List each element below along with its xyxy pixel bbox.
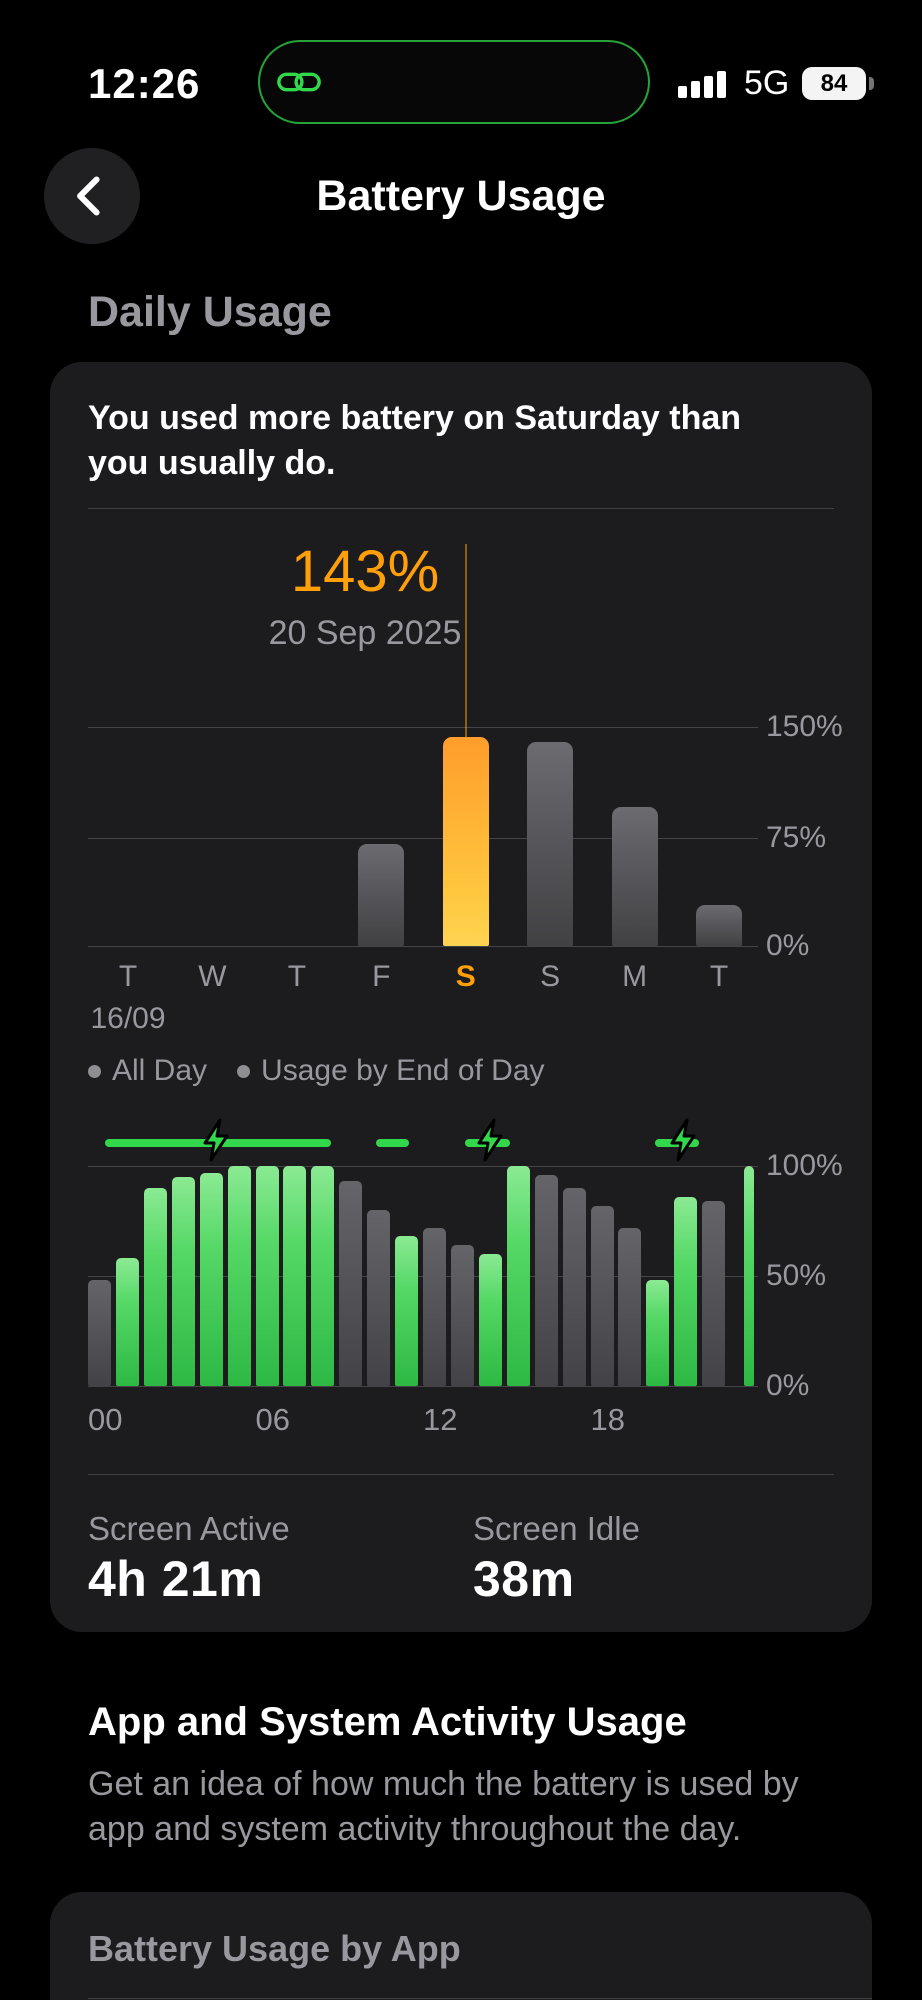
legend-dot-icon bbox=[88, 1064, 101, 1078]
level-chart-plot bbox=[88, 1118, 758, 1386]
divider bbox=[88, 1998, 872, 1999]
daily-bar[interactable] bbox=[527, 742, 574, 946]
battery-level-bar[interactable] bbox=[702, 1201, 726, 1386]
gridline bbox=[88, 1386, 758, 1387]
network-type-label: 5G bbox=[744, 64, 790, 102]
axis-label-day: T bbox=[709, 960, 729, 993]
gridline bbox=[88, 1276, 758, 1277]
activity-usage-heading: App and System Activity Usage bbox=[88, 1700, 687, 1744]
screen-idle-label: Screen Idle bbox=[473, 1510, 640, 1547]
link-icon bbox=[276, 59, 322, 105]
charging-period-segment bbox=[375, 1139, 410, 1147]
back-button[interactable] bbox=[44, 148, 140, 244]
lightning-bolt-icon bbox=[473, 1118, 507, 1162]
gridline bbox=[88, 1166, 758, 1167]
chevron-left-icon bbox=[77, 176, 100, 216]
axis-label-day: S bbox=[455, 960, 476, 993]
screen-idle-value: 38m bbox=[473, 1551, 575, 1607]
axis-label-hour: 18 bbox=[590, 1402, 626, 1437]
axis-label-day: T bbox=[118, 960, 138, 993]
screen-active-value: 4h 21m bbox=[88, 1551, 264, 1607]
daily-bar-selected[interactable] bbox=[442, 737, 489, 946]
legend-label: All Day bbox=[112, 1054, 208, 1087]
battery-level-bar[interactable] bbox=[506, 1166, 530, 1386]
y-axis-tick: 50% bbox=[766, 1259, 827, 1292]
axis-label-hour: 06 bbox=[255, 1402, 290, 1437]
divider bbox=[88, 508, 834, 509]
legend-item: Usage by End of Day bbox=[237, 1054, 545, 1088]
y-axis-tick: 0% bbox=[766, 1369, 810, 1402]
daily-usage-heading: Daily Usage bbox=[88, 288, 332, 336]
lightning-bolt-icon bbox=[199, 1118, 233, 1162]
selected-day-value: 143% bbox=[290, 539, 440, 604]
battery-level-bar[interactable] bbox=[367, 1210, 391, 1386]
battery-usage-by-app-heading: Battery Usage by App bbox=[88, 1928, 461, 1969]
gridline bbox=[88, 727, 758, 728]
battery-level-bar[interactable] bbox=[115, 1258, 139, 1386]
battery-level-bar[interactable] bbox=[171, 1177, 195, 1386]
battery-percent-label: 84 bbox=[820, 70, 848, 97]
battery-level-bar[interactable] bbox=[646, 1280, 670, 1386]
legend-item: All Day bbox=[88, 1054, 207, 1088]
battery-level-bar[interactable] bbox=[534, 1175, 558, 1386]
battery-level-bar[interactable] bbox=[618, 1228, 642, 1386]
activity-usage-description: Get an idea of how much the battery is u… bbox=[88, 1765, 799, 1849]
legend-dot-icon bbox=[237, 1064, 251, 1078]
divider bbox=[88, 1474, 834, 1475]
daily-chart-plot bbox=[88, 727, 758, 946]
gridline bbox=[88, 946, 758, 947]
daily-bar[interactable] bbox=[611, 807, 658, 946]
selection-indicator-line bbox=[465, 544, 467, 737]
chart-legend: All Day Usage by End of Day bbox=[88, 1054, 545, 1088]
y-axis-tick: 100% bbox=[766, 1149, 843, 1182]
first-day-date-label: 16/09 bbox=[90, 1002, 166, 1035]
battery-level-bar[interactable] bbox=[227, 1166, 251, 1386]
y-axis-tick: 0% bbox=[766, 929, 810, 962]
cellular-signal-icon bbox=[678, 70, 726, 98]
dynamic-island-hotspot[interactable] bbox=[258, 40, 650, 124]
axis-label-hour: 12 bbox=[423, 1402, 458, 1437]
usage-insight-text: You used more battery on Saturday than y… bbox=[88, 399, 742, 482]
lightning-bolt-icon bbox=[666, 1118, 700, 1162]
axis-label-day: F bbox=[372, 960, 391, 993]
legend-label: Usage by End of Day bbox=[261, 1054, 545, 1087]
battery-level-bar[interactable] bbox=[674, 1197, 698, 1386]
daily-bar[interactable] bbox=[696, 905, 742, 946]
battery-level-bar[interactable] bbox=[143, 1188, 167, 1386]
battery-level-bar[interactable] bbox=[450, 1245, 474, 1386]
battery-level-bar[interactable] bbox=[339, 1181, 363, 1386]
battery-level-bar[interactable] bbox=[478, 1254, 502, 1386]
y-axis-tick: 150% bbox=[766, 710, 843, 743]
selected-day-date: 20 Sep 2025 bbox=[268, 614, 462, 652]
battery-level-bar[interactable] bbox=[744, 1166, 755, 1386]
y-axis-tick: 75% bbox=[766, 821, 827, 854]
daily-usage-card: You used more battery on Saturday than y… bbox=[50, 362, 872, 1632]
battery-level-bar[interactable] bbox=[255, 1166, 279, 1386]
status-time: 12:26 bbox=[88, 60, 201, 107]
battery-level-bar[interactable] bbox=[590, 1206, 614, 1386]
battery-level-bar[interactable] bbox=[562, 1188, 586, 1386]
axis-label-hour: 00 bbox=[88, 1402, 123, 1437]
battery-level-bar[interactable] bbox=[311, 1166, 335, 1386]
axis-label-day: W bbox=[198, 960, 227, 993]
battery-level-bar[interactable] bbox=[395, 1236, 419, 1386]
screen-active-label: Screen Active bbox=[88, 1510, 290, 1547]
page-title: Battery Usage bbox=[316, 172, 606, 220]
battery-level-bar[interactable] bbox=[283, 1166, 307, 1386]
battery-level-bar[interactable] bbox=[88, 1280, 111, 1386]
axis-label-day: M bbox=[622, 960, 648, 993]
axis-label-day: S bbox=[540, 960, 561, 993]
level-chart-xlabels: 00 06 12 18 bbox=[88, 1402, 758, 1442]
battery-usage-by-app-card: Battery Usage by App bbox=[50, 1892, 872, 2000]
battery-icon: 84 bbox=[802, 67, 874, 100]
daily-bar[interactable] bbox=[358, 844, 405, 946]
battery-level-bar[interactable] bbox=[423, 1228, 447, 1386]
axis-label-day: T bbox=[287, 960, 307, 993]
battery-level-bar[interactable] bbox=[199, 1173, 223, 1386]
battery-nub bbox=[869, 77, 874, 90]
gridline bbox=[88, 838, 758, 839]
